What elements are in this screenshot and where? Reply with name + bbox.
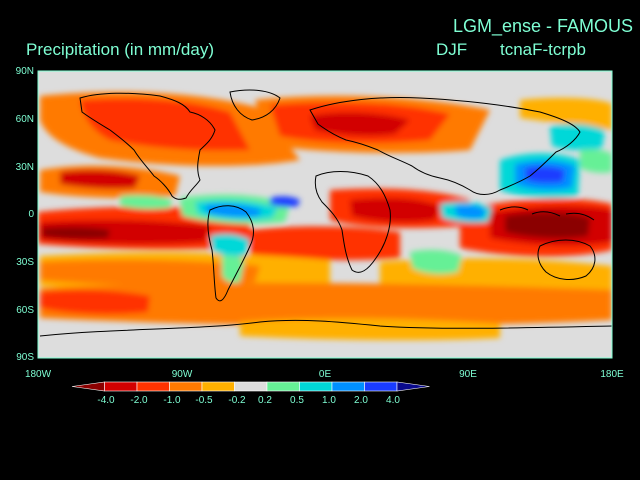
coast-eurasia xyxy=(309,97,581,195)
colorbar-swatch xyxy=(201,381,235,392)
colorbar-swatch xyxy=(234,381,268,392)
precip-patch xyxy=(80,98,250,151)
variable-title: Precipitation (in mm/day) xyxy=(26,40,215,59)
colorbar-label: -0.5 xyxy=(195,395,213,406)
precip-patch xyxy=(210,233,250,257)
colorbar-label: -1.0 xyxy=(163,395,181,406)
lat-label-60s: 60S xyxy=(16,305,34,316)
colorbar-swatch xyxy=(136,381,170,392)
coast-antarctica xyxy=(39,319,612,337)
season-label: DJF xyxy=(436,40,468,59)
precip-patch xyxy=(222,255,244,283)
coast-indonesia xyxy=(499,206,595,221)
lat-label-90n: 90N xyxy=(15,66,34,77)
lon-label-90w: 90W xyxy=(171,369,193,380)
precip-patch xyxy=(310,112,410,136)
colorbar-swatch xyxy=(266,381,300,392)
precip-patch xyxy=(455,205,486,219)
precip-patch xyxy=(40,289,150,315)
colorbar-label: 0.2 xyxy=(258,395,272,406)
colorbar-swatch xyxy=(331,381,365,392)
colorbar-label: -0.2 xyxy=(228,395,246,406)
precip-field xyxy=(38,71,612,358)
colorbar-label: -4.0 xyxy=(97,395,115,406)
precip-patch xyxy=(40,259,260,286)
lon-label-180w: 180W xyxy=(24,369,52,380)
colorbar-swatch xyxy=(169,381,203,392)
colorbar-label: -2.0 xyxy=(130,395,148,406)
coastlines xyxy=(39,89,612,337)
coast-north-america xyxy=(79,92,216,200)
precip-patch xyxy=(580,149,612,173)
colorbar-label: 4.0 xyxy=(386,395,400,406)
colorbar-swatch xyxy=(299,381,333,392)
precip-patch xyxy=(42,226,110,240)
colorbar-label: 1.0 xyxy=(322,395,336,406)
coast-south-america xyxy=(207,205,254,302)
colorbar-label: 2.0 xyxy=(354,395,368,406)
colorbar-swatch xyxy=(396,381,430,392)
lon-label-0e: 0E xyxy=(318,369,332,380)
lat-label-30s: 30S xyxy=(16,257,34,268)
precip-patch xyxy=(270,196,300,208)
lat-label-30n: 30N xyxy=(15,162,34,173)
precip-patch xyxy=(60,169,140,189)
precip-patch xyxy=(240,318,500,341)
colorbar xyxy=(71,381,430,392)
lat-label-60n: 60N xyxy=(15,114,34,125)
lon-label-90e: 90E xyxy=(459,369,477,380)
coast-africa xyxy=(314,171,391,273)
precip-patch xyxy=(250,226,400,261)
run-label: tcnaF-tcrpb xyxy=(500,40,586,59)
colorbar-swatch xyxy=(104,381,138,392)
precip-patch xyxy=(505,212,590,239)
precip-patch xyxy=(120,195,172,210)
lon-label-180e: 180E xyxy=(600,369,624,380)
precip-patch xyxy=(520,97,612,130)
colorbar-label: 0.5 xyxy=(290,395,304,406)
coast-australia xyxy=(537,239,596,280)
precip-patch xyxy=(410,249,462,275)
lat-label-0: 0 xyxy=(28,209,34,220)
precip-patch xyxy=(40,282,612,326)
precip-patch xyxy=(550,123,605,151)
colorbar-swatch xyxy=(364,381,398,392)
map-frame xyxy=(37,70,613,359)
experiment-title: LGM_ense - FAMOUS xyxy=(453,16,634,36)
colorbar-swatch xyxy=(71,381,105,392)
lat-label-90s: 90S xyxy=(16,352,34,363)
precip-patch xyxy=(525,166,565,184)
coast-greenland xyxy=(229,89,281,121)
precip-patch xyxy=(350,198,440,223)
